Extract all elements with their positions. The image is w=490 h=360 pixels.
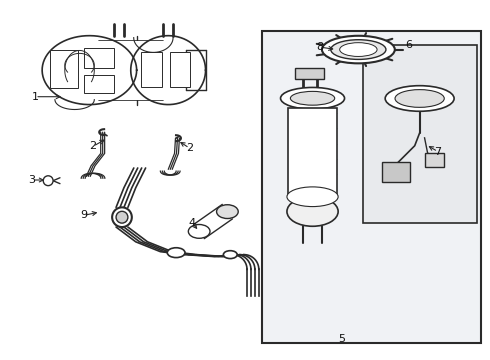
Ellipse shape (217, 205, 238, 219)
Bar (170, 53, 190, 87)
Ellipse shape (188, 225, 210, 238)
Ellipse shape (287, 187, 338, 207)
Ellipse shape (395, 90, 444, 107)
Circle shape (116, 211, 128, 223)
Bar (141, 53, 162, 87)
Text: 5: 5 (338, 334, 345, 345)
Bar (424, 153, 444, 167)
Text: 2: 2 (90, 141, 97, 151)
Ellipse shape (281, 87, 344, 109)
Bar (295, 68, 324, 78)
Text: 6: 6 (406, 40, 413, 50)
Bar (363, 45, 477, 222)
Ellipse shape (385, 86, 454, 111)
Ellipse shape (291, 91, 335, 105)
Bar (84, 75, 114, 93)
Text: 9: 9 (80, 211, 87, 220)
Bar (262, 31, 481, 343)
Ellipse shape (322, 36, 395, 63)
Ellipse shape (331, 40, 386, 59)
Text: 3: 3 (28, 175, 35, 185)
Text: 4: 4 (188, 217, 196, 228)
Text: 1: 1 (32, 92, 39, 102)
Bar (84, 49, 114, 68)
Bar (94, 41, 168, 100)
Bar (382, 162, 410, 182)
Text: 7: 7 (435, 147, 441, 157)
Ellipse shape (223, 251, 237, 258)
Text: 2: 2 (186, 143, 193, 153)
Bar (50, 50, 77, 88)
Circle shape (112, 207, 132, 227)
Ellipse shape (340, 43, 377, 57)
Ellipse shape (287, 197, 338, 226)
Ellipse shape (167, 248, 185, 258)
Circle shape (43, 176, 53, 186)
Bar (288, 108, 337, 197)
Text: 8: 8 (316, 42, 323, 52)
